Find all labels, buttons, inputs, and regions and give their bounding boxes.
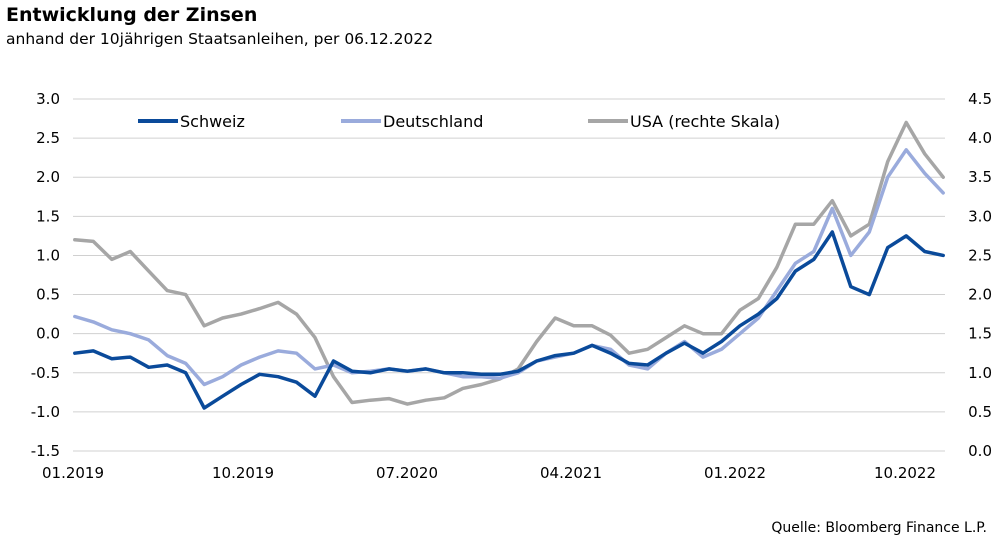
series-lines: [73, 120, 945, 410]
x-tick-label: 07.2020: [376, 464, 438, 482]
right-tick-label: 3.5: [968, 168, 992, 186]
left-tick-label: 0.5: [36, 286, 60, 304]
x-tick-label: 01.2022: [704, 464, 766, 482]
left-tick-label: 1.5: [36, 207, 60, 225]
right-axis-ticks: 4.5 4.0 3.5 3.0 2.5 2.0 1.5 1.0 0.5 0.0: [968, 90, 992, 460]
right-tick-label: 1.0: [968, 364, 992, 382]
right-tick-label: 1.5: [968, 325, 992, 343]
right-tick-label: 2.0: [968, 286, 992, 304]
legend-label: Schweiz: [180, 112, 245, 131]
source-note: Quelle: Bloomberg Finance L.P.: [771, 520, 987, 536]
right-tick-label: 0.5: [968, 403, 992, 421]
chart-title: Entwicklung der Zinsen: [6, 4, 258, 26]
left-tick-label: 1.0: [36, 246, 60, 264]
left-tick-label: 2.0: [36, 168, 60, 186]
right-tick-label: 2.5: [968, 246, 992, 264]
chart-subtitle: anhand der 10jährigen Staatsanleihen, pe…: [6, 30, 434, 48]
left-tick-label: 2.5: [36, 129, 60, 147]
left-tick-label: -1.0: [31, 403, 60, 421]
right-tick-label: 0.0: [968, 442, 992, 460]
x-tick-label: 01.2019: [42, 464, 104, 482]
left-tick-label: 3.0: [36, 90, 60, 108]
series-line-0: [73, 230, 945, 410]
left-axis-ticks: 3.0 2.5 2.0 1.5 1.0 0.5 0.0 -0.5 -1.0 -1.5: [31, 90, 60, 460]
x-axis-ticks: 01.2019 10.2019 07.2020 04.2021 01.2022 10.20…: [42, 464, 936, 482]
series-line-1: [73, 148, 945, 387]
right-tick-label: 4.0: [968, 129, 992, 147]
legend-label: Deutschland: [383, 112, 483, 131]
series-line-2: [73, 120, 945, 406]
right-tick-label: 3.0: [968, 207, 992, 225]
x-tick-label: 04.2021: [540, 464, 602, 482]
left-tick-label: -1.5: [31, 442, 60, 460]
left-tick-label: 0.0: [36, 325, 60, 343]
legend: Schweiz Deutschland USA (rechte Skala): [138, 112, 780, 131]
legend-label: USA (rechte Skala): [630, 112, 780, 131]
right-tick-label: 4.5: [968, 90, 992, 108]
grid-lines: [73, 98, 945, 452]
x-tick-label: 10.2019: [212, 464, 274, 482]
x-tick-label: 10.2022: [874, 464, 936, 482]
left-tick-label: -0.5: [31, 364, 60, 382]
